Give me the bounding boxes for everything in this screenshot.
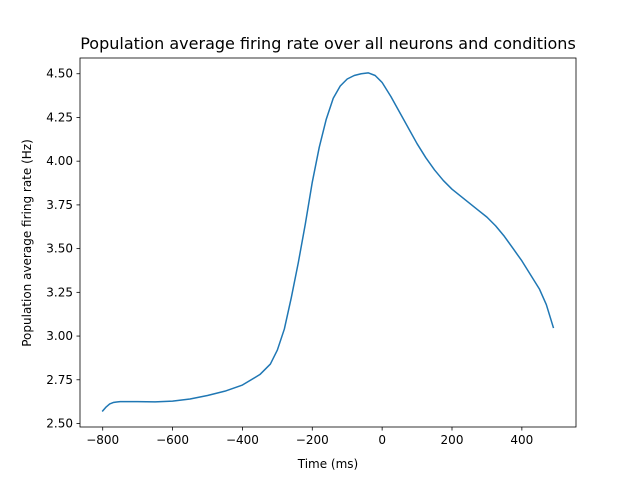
series-line-0 (101, 72, 555, 412)
x-tick-label: 0 (378, 433, 386, 447)
y-tick-label: 3.25 (46, 285, 73, 299)
y-tick-label: 2.50 (46, 417, 73, 431)
y-tick-label: 2.75 (46, 373, 73, 387)
x-tick-label: −200 (296, 433, 329, 447)
x-tick-label: 200 (441, 433, 464, 447)
y-tick-label: 3.00 (46, 329, 73, 343)
y-tick-label: 3.75 (46, 198, 73, 212)
y-tick-label: 4.25 (46, 110, 73, 124)
y-axis-label: Population average firing rate (Hz) (20, 139, 34, 347)
y-tick-label: 3.50 (46, 242, 73, 256)
x-tick-label: −600 (156, 433, 189, 447)
y-axis: 2.50 2.75 3.00 3.25 3.50 3.75 4.00 4.25 4.50 (46, 67, 80, 431)
plot-frame (79, 57, 577, 428)
y-tick-label: 4.50 (46, 67, 73, 81)
x-axis-label: Time (ms) (297, 457, 359, 471)
plot-area (79, 57, 577, 428)
x-tick-label: 400 (510, 433, 533, 447)
x-tick-label: −800 (86, 433, 119, 447)
x-tick-label: −400 (226, 433, 259, 447)
chart-title: Population average firing rate over all … (80, 34, 576, 53)
x-axis: −800 −600 −400 −200 0 200 400 (86, 427, 533, 447)
y-tick-label: 4.00 (46, 154, 73, 168)
